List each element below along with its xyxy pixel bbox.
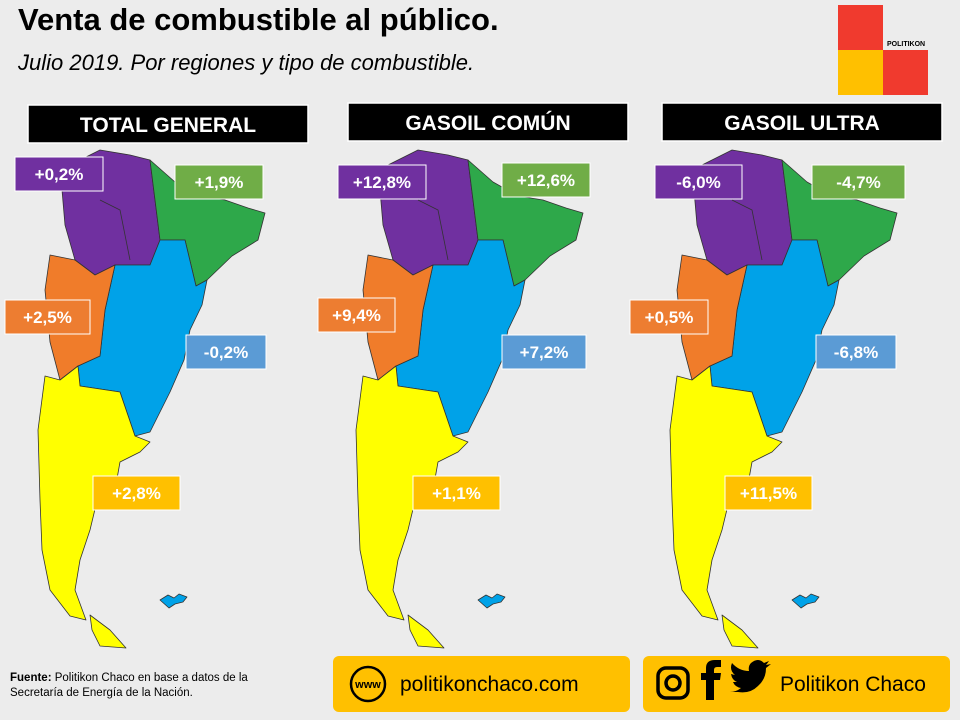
logo: POLITIKON [838, 5, 928, 95]
region-label: -6,8% [834, 343, 878, 362]
map [669, 149, 898, 649]
map [37, 149, 266, 649]
panel: GASOIL ULTRA -6,0% -4,7% +0,5% -6,8% +11,5% [629, 102, 943, 649]
social: Politikon Chaco [780, 673, 926, 696]
website-box: www politikonchaco.com [333, 656, 630, 712]
region-label: +11,5% [740, 484, 797, 503]
source-text: Politikon Chaco en base a datos de la Se… [10, 672, 248, 699]
logo-text: POLITIKON [887, 41, 925, 48]
region-label-box [815, 334, 897, 370]
region-label-box [629, 299, 709, 335]
panel-title-box [661, 102, 943, 142]
panel-title: GASOIL COMÚN [405, 111, 570, 135]
region-label: +2,8% [112, 484, 161, 503]
region-label: +12,6% [517, 171, 575, 190]
panel-title: TOTAL GENERAL [80, 114, 256, 137]
region-label-box [185, 334, 267, 370]
subtitle: Julio 2019. Por regiones y tipo de combu… [17, 50, 474, 75]
instagram-icon [664, 674, 682, 692]
box [643, 656, 950, 712]
region-label: +1,9% [195, 173, 244, 192]
region-label-box [724, 475, 813, 511]
website: politikonchaco.com [400, 673, 579, 696]
twitter-icon [730, 660, 771, 693]
web-icon-text: www [354, 679, 381, 691]
region-label-box [412, 475, 501, 511]
region-label-box [501, 334, 587, 370]
logo-square [838, 50, 883, 95]
title: Venta de combustible al público. [18, 2, 499, 37]
region-label-box [4, 299, 91, 335]
social-box: Politikon Chaco [643, 656, 950, 712]
panels: TOTAL GENERAL +0,2% +1,9% +2,5% -0,2% +2,8% GA… [4, 102, 943, 649]
logo-square [883, 50, 928, 95]
region-label-box [811, 164, 906, 200]
facebook-icon [701, 660, 721, 700]
region-label-box [654, 164, 743, 200]
region-label: +0,5% [645, 308, 694, 327]
source-label: Fuente: [10, 672, 52, 684]
region-label: +7,2% [520, 343, 569, 362]
region-label: +2,5% [23, 308, 72, 327]
panel-title-box [27, 104, 309, 144]
panel-title-box [347, 102, 629, 142]
region-label-box [317, 297, 396, 333]
panel: TOTAL GENERAL +0,2% +1,9% +2,5% -0,2% +2,8% [4, 104, 309, 649]
region-label: +9,4% [332, 306, 381, 325]
map [355, 149, 584, 649]
panel: GASOIL COMÚN +12,8% +12,6% +9,4% +7,2% +1,1% [317, 102, 629, 649]
region-label: +0,2% [35, 165, 84, 184]
logo-square [838, 5, 883, 50]
region-label-box [92, 475, 181, 511]
region-label: +1,1% [432, 484, 481, 503]
region-label-box [501, 162, 591, 198]
web-icon [349, 665, 387, 703]
region-label-box [174, 164, 264, 200]
region-label-box [14, 156, 104, 192]
panel-title: GASOIL ULTRA [724, 112, 880, 135]
instagram-icon [656, 666, 690, 700]
region-label: -0,2% [204, 343, 248, 362]
region-label-box [337, 164, 427, 200]
region-label: -6,0% [676, 173, 720, 192]
region-label: -4,7% [836, 173, 880, 192]
box [333, 656, 630, 712]
source: Fuente: Politikon Chaco en base a datos … [10, 671, 295, 701]
region-label: +12,8% [353, 173, 411, 192]
